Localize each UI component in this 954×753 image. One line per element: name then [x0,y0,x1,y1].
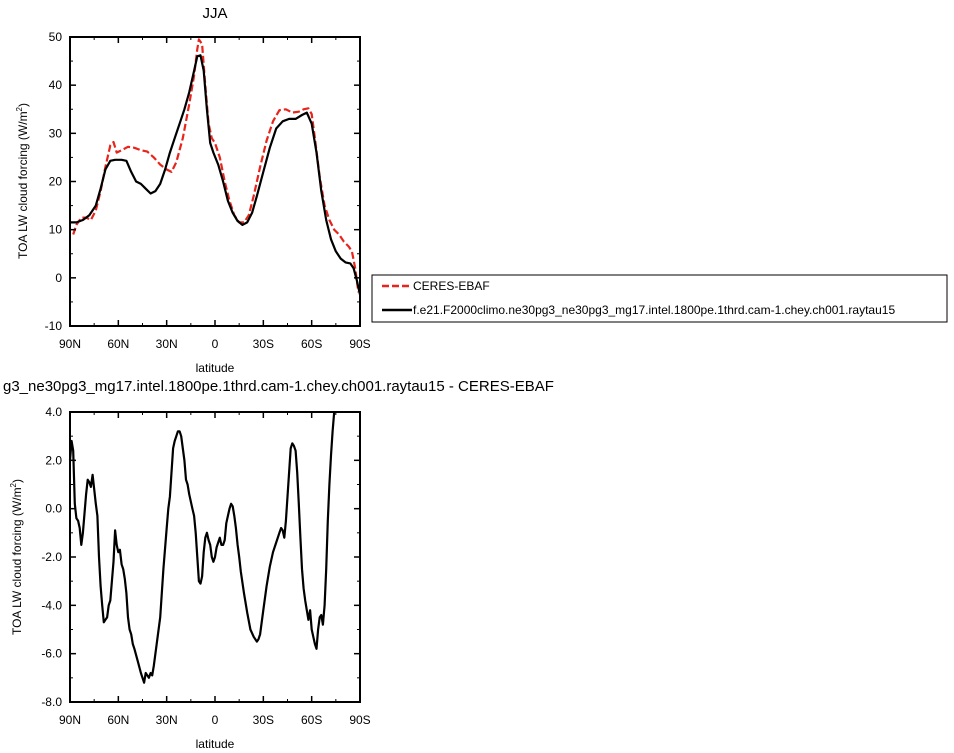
top-series-layer [70,38,362,295]
legend-label-ceres: CERES-EBAF [413,279,490,293]
bottom-ticks-layer: 90N 60N 30N 0 30S 60S 90S -8.0 -6.0 -4.0 -2.0 0.0 2.… [41,405,370,727]
bottom-y-axis-label: TOA LW cloud forcing (W/m2) [9,479,24,635]
top-x-tick-label: 30N [156,337,178,351]
bottom-x-tick-label: 60S [301,713,322,727]
bottom-y-axis-label-end: ) [10,479,24,483]
bottom-y-tick-label: 0.0 [45,502,62,516]
top-y-tick-label: 50 [49,30,63,44]
top-x-tick-label: 90S [349,337,370,351]
top-y-axis-label-sup: 2 [15,106,24,111]
bottom-y-tick-label: -4.0 [41,598,62,612]
top-x-tick-label: 60S [301,337,322,351]
bottom-y-tick-label: -2.0 [41,550,62,564]
top-y-axis-label: TOA LW cloud forcing (W/m2) [15,103,30,259]
bottom-chart: ɡ3_ne30pg3_mg17.intel.1800pe.1thrd.cam-1… [3,378,554,751]
bottom-y-tick-label: -6.0 [41,647,62,661]
bottom-x-tick-label: 30S [253,713,274,727]
top-y-tick-label: 20 [49,175,63,189]
legend: CERES-EBAF f.e21.F2000climo.ne30pg3_ne30… [371,274,948,323]
bottom-y-tick-label: 2.0 [45,453,62,467]
bottom-x-tick-label: 0 [212,713,219,727]
top-y-axis-label-main: TOA LW cloud forcing (W/m [16,111,30,259]
top-series-line-1 [70,54,362,295]
top-y-tick-label: 0 [55,271,62,285]
top-y-tick-label: 30 [49,126,63,140]
top-x-tick-label: 90N [59,337,81,351]
bottom-y-axis-label-sup: 2 [9,482,18,487]
top-x-axis-label: latitude [196,361,235,375]
bottom-x-axis-label: latitude [196,737,235,751]
top-x-tick-label: 0 [212,337,219,351]
bottom-y-tick-label: -8.0 [41,695,62,709]
top-chart: JJA 90N 60N 30N 0 30S 60S 90S -10 0 10 20 30 40 50 TO… [15,5,371,375]
top-series-line-0 [72,38,360,293]
legend-label-model: f.e21.F2000climo.ne30pg3_ne30pg3_mg17.in… [413,303,895,317]
top-chart-title: JJA [202,5,227,22]
bottom-y-axis-label-main: TOA LW cloud forcing (W/m [10,487,24,635]
bottom-series-line-0 [68,411,336,684]
top-y-tick-label: 40 [49,78,63,92]
bottom-y-tick-label: 4.0 [45,405,62,419]
top-x-tick-label: 30S [253,337,274,351]
bottom-chart-title: ɡ3_ne30pg3_mg17.intel.1800pe.1thrd.cam-1… [3,378,554,395]
bottom-x-tick-label: 60N [107,713,129,727]
bottom-x-tick-label: 90N [59,713,81,727]
top-plot-frame [69,36,361,327]
top-y-tick-label: 10 [49,223,63,237]
bottom-series-layer [68,411,336,684]
bottom-x-tick-label: 90S [349,713,370,727]
legend-frame [371,274,948,323]
top-x-tick-label: 60N [107,337,129,351]
top-y-axis-label-end: ) [16,103,30,107]
top-y-tick-label: -10 [45,319,63,333]
top-ticks-layer: 90N 60N 30N 0 30S 60S 90S -10 0 10 20 30 40 50 [45,30,371,351]
bottom-x-tick-label: 30N [156,713,178,727]
